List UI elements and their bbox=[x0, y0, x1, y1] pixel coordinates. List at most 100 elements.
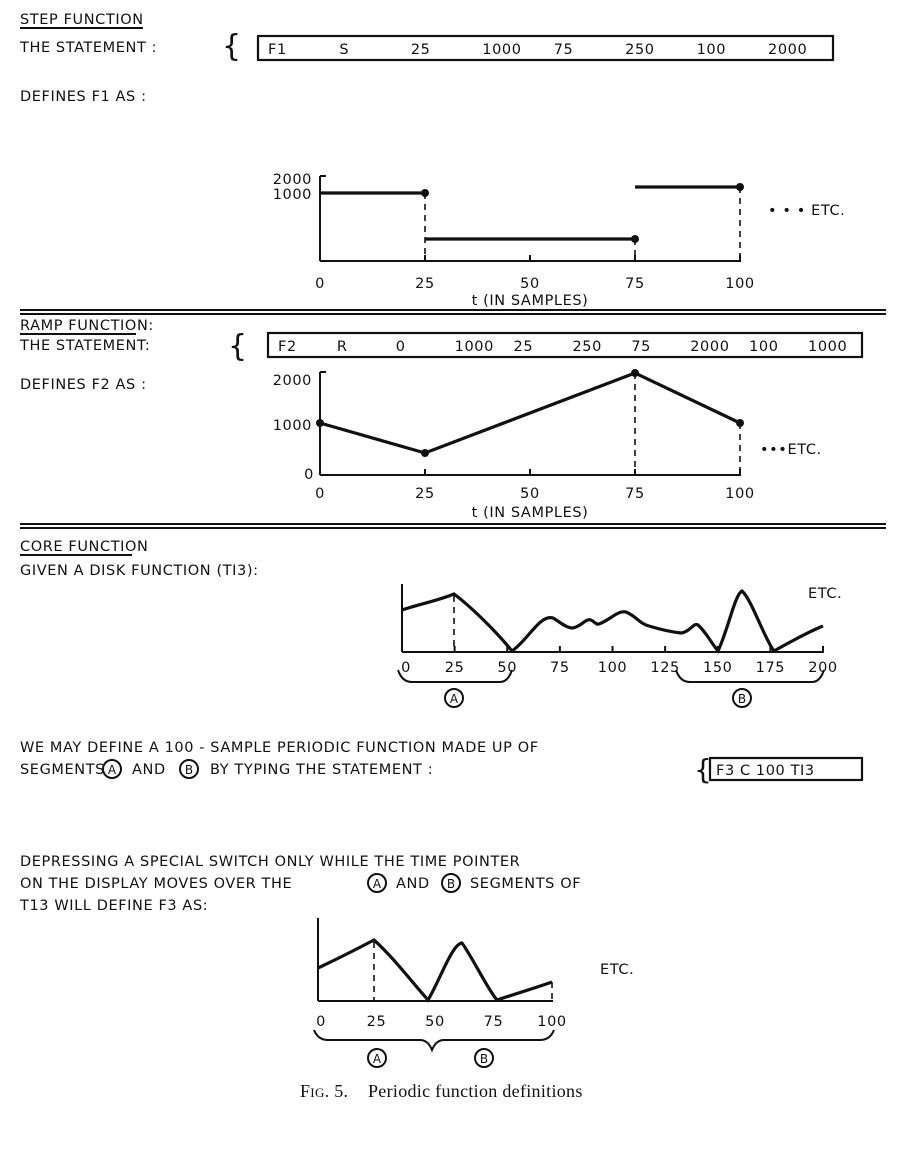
x-tick-label: 50 bbox=[520, 486, 540, 502]
ramp-chart: 2000 1000 00 25 50 75 100 t (IN SAMPLES) •••ETC. bbox=[273, 369, 822, 521]
x-tick-label: 125 bbox=[650, 660, 679, 676]
statement-token: 1000 bbox=[482, 42, 521, 58]
segment-b-label: B bbox=[447, 877, 455, 891]
ramp-brace: { bbox=[228, 329, 248, 364]
segment-a-marker bbox=[367, 873, 387, 893]
x-tick-label: 0 bbox=[315, 276, 325, 292]
segment-b-label: B bbox=[185, 763, 193, 777]
segment-a-marker bbox=[367, 1048, 387, 1068]
y-tick-label: 2000 bbox=[273, 373, 312, 389]
ramp-defines-label: DEFINES F2 AS : bbox=[20, 377, 147, 393]
step-defines-label: DEFINES F1 AS : bbox=[20, 89, 147, 105]
f3-curve bbox=[317, 938, 553, 1003]
y-tick-label: 1000 bbox=[273, 187, 312, 203]
x-axis-label: t (IN SAMPLES) bbox=[472, 505, 589, 521]
x-tick-label: 50 bbox=[425, 1014, 445, 1030]
statement-token: S bbox=[339, 42, 349, 58]
x-tick-label: 25 bbox=[367, 1014, 387, 1030]
statement-token: 25 bbox=[411, 42, 431, 58]
ramp-line bbox=[319, 371, 741, 455]
y-tick-label: 1000 bbox=[273, 418, 312, 434]
segment-a-marker bbox=[102, 759, 122, 779]
paragraph-2-line-3: T13 WILL DEFINE F3 AS: bbox=[19, 898, 208, 914]
step-statement-tokens: F1 S 25 1000 75 250 100 2000 bbox=[268, 42, 807, 58]
x-tick-label: 0 bbox=[315, 486, 325, 502]
statement-token: 2000 bbox=[690, 339, 729, 355]
segment-b-marker bbox=[179, 759, 199, 779]
statement-token: 75 bbox=[554, 42, 574, 58]
core-brace: { bbox=[694, 753, 712, 786]
x-axis-label: t (IN SAMPLES) bbox=[472, 293, 589, 309]
etc-label: ETC. bbox=[808, 586, 842, 602]
segment-a-label: A bbox=[450, 692, 459, 706]
ramp-statement-box bbox=[266, 331, 864, 359]
paragraph-1-line-2-text: AND bbox=[132, 762, 166, 778]
segment-b-label: B bbox=[480, 1052, 488, 1066]
data-point bbox=[421, 449, 429, 457]
y-tick-label: 2000 bbox=[273, 172, 312, 188]
x-tick-label: 175 bbox=[756, 660, 785, 676]
segment-a-bracket bbox=[397, 669, 513, 683]
ramp-heading: RAMP FUNCTION: bbox=[20, 318, 154, 334]
segment-b-bracket bbox=[675, 669, 825, 683]
paragraph-2-line-2-text: ON THE DISPLAY MOVES OVER THE bbox=[20, 876, 292, 892]
step-statement-label: THE STATEMENT : bbox=[19, 40, 157, 56]
segment-b-marker bbox=[732, 688, 752, 708]
step-statement-box bbox=[256, 34, 835, 62]
statement-token: 1000 bbox=[808, 339, 847, 355]
segment-b-label: B bbox=[738, 692, 746, 706]
statement-token: 250 bbox=[625, 42, 654, 58]
x-tick-label: 0 bbox=[316, 1014, 326, 1030]
paragraph-2-line-2-text: SEGMENTS OF bbox=[470, 876, 581, 892]
x-tick-label: 200 bbox=[808, 660, 837, 676]
x-tick-label: 75 bbox=[625, 276, 645, 292]
statement-token: 0 bbox=[396, 339, 406, 355]
core-statement-box bbox=[708, 756, 864, 782]
statement-token: R bbox=[337, 339, 348, 355]
segment-brackets bbox=[313, 1029, 555, 1053]
core-given-label: GIVEN A DISK FUNCTION (TI3): bbox=[20, 563, 259, 579]
segment-a-label: A bbox=[373, 877, 382, 891]
paragraph-2-line-1: DEPRESSING A SPECIAL SWITCH ONLY WHILE T… bbox=[20, 854, 520, 870]
x-tick-label: 50 bbox=[520, 276, 540, 292]
x-tick-label: 150 bbox=[703, 660, 732, 676]
etc-label: ETC. bbox=[600, 962, 634, 978]
x-tick-label: 50 bbox=[497, 660, 517, 676]
paragraph-1-line-2-text: SEGMENTS bbox=[20, 762, 105, 778]
x-tick-label: 75 bbox=[625, 486, 645, 502]
x-tick-label: 75 bbox=[484, 1014, 504, 1030]
segment-b-marker bbox=[474, 1048, 494, 1068]
core-statement: F3 C 100 TI3 bbox=[716, 763, 815, 779]
ramp-statement-tokens: F2 R 0 1000 25 250 75 2000 100 1000 bbox=[278, 339, 847, 355]
statement-token: 100 bbox=[749, 339, 778, 355]
step-brace: { bbox=[222, 29, 242, 64]
paragraph-2-line-2-text: AND bbox=[396, 876, 430, 892]
x-tick-label: 100 bbox=[725, 276, 754, 292]
x-tick-label: 75 bbox=[550, 660, 570, 676]
data-point bbox=[316, 419, 324, 427]
statement-token: 25 bbox=[514, 339, 534, 355]
statement-token: 2000 bbox=[768, 42, 807, 58]
statement-token: 100 bbox=[697, 42, 726, 58]
figure-caption: Periodic function definitions bbox=[368, 1081, 583, 1101]
etc-label: • • • ETC. bbox=[768, 203, 845, 219]
segment-a-label: A bbox=[373, 1052, 382, 1066]
y-tick-label: 0 bbox=[304, 467, 314, 483]
x-tick-label: 100 bbox=[598, 660, 627, 676]
f3-result-chart: 0 25 50 75 100 A B ETC. bbox=[313, 918, 634, 1068]
x-tick-label: 100 bbox=[537, 1014, 566, 1030]
segment-a-label: A bbox=[108, 763, 117, 777]
disk-function-chart: 0 25 50 75 100 125 150 175 200 A B ETC. bbox=[397, 584, 842, 708]
statement-token: 250 bbox=[572, 339, 601, 355]
core-heading: CORE FUNCTION bbox=[20, 539, 149, 555]
statement-token: F1 bbox=[268, 42, 287, 58]
segment-b-marker bbox=[441, 873, 461, 893]
paragraph-1-line-1: WE MAY DEFINE A 100 - SAMPLE PERIODIC FU… bbox=[20, 740, 539, 756]
figure-number: Fig. 5. bbox=[300, 1081, 348, 1101]
x-tick-label: 25 bbox=[415, 276, 435, 292]
paragraph-1-line-2-text: BY TYPING THE STATEMENT : bbox=[210, 762, 433, 778]
etc-label: •••ETC. bbox=[760, 442, 822, 458]
statement-token: 1000 bbox=[455, 339, 494, 355]
